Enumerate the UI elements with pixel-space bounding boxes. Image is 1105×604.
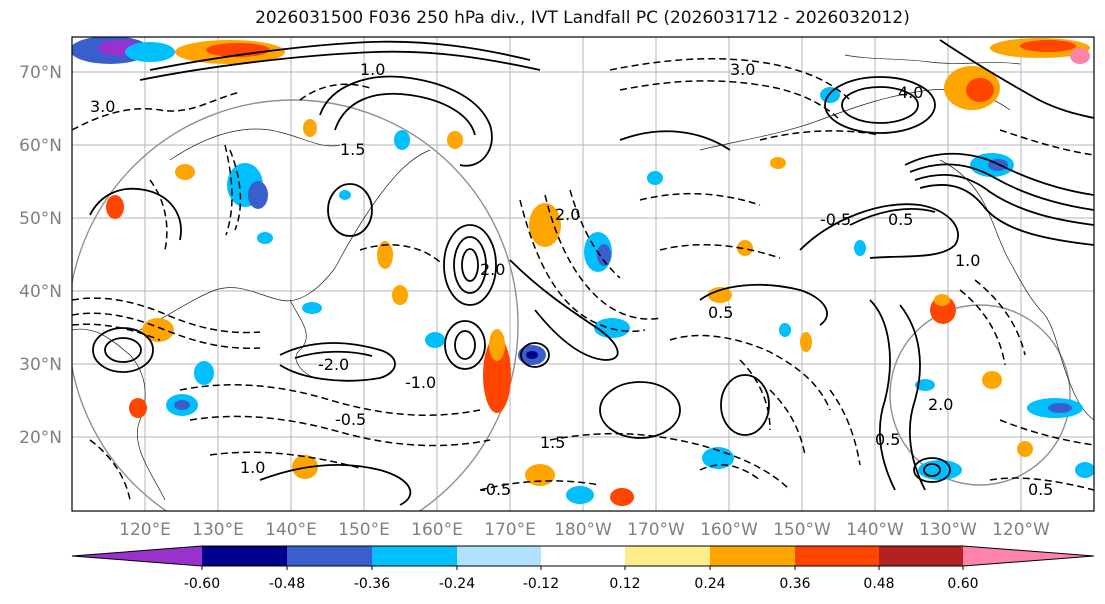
lat-label-20n: 20°N xyxy=(19,428,62,448)
lon-label: 130°W xyxy=(919,520,977,540)
contour-label: -2.0 xyxy=(318,355,349,374)
colorbar-segment xyxy=(202,546,287,566)
colorbar-tick-label: -0.48 xyxy=(269,576,305,592)
contour-label: -1.0 xyxy=(405,373,436,392)
colorbar-tick-labels: -0.60 -0.48 -0.36 -0.24 -0.12 0.12 0.24 … xyxy=(184,576,979,592)
lat-label-50n: 50°N xyxy=(19,209,62,229)
lon-label: 140°W xyxy=(846,520,904,540)
latitude-labels: 70°N 60°N 50°N 40°N 30°N 20°N xyxy=(19,63,62,448)
lat-label-30n: 30°N xyxy=(19,355,62,375)
lon-label: 120°W xyxy=(992,520,1050,540)
contour-label: 1.5 xyxy=(540,433,565,452)
solid-contours xyxy=(89,39,1094,506)
contour-label: 3.0 xyxy=(730,60,755,79)
colorbar-tick-label: 0.24 xyxy=(694,576,725,592)
contour-label: 0.5 xyxy=(708,303,733,322)
map-gridlines xyxy=(72,37,1094,511)
colorbar xyxy=(71,545,1095,567)
contour-label: 4.0 xyxy=(898,83,923,102)
colorbar-segment xyxy=(879,546,963,566)
lon-label: 160°W xyxy=(700,520,758,540)
contour-label: 1.0 xyxy=(955,251,980,270)
lon-label: 120°E xyxy=(119,520,171,540)
divergence-shading xyxy=(72,37,1094,506)
contour-labels: 3.0 1.0 2.0 4.0 0.5 1.5 -0.5 -1.0 -2.0 1… xyxy=(90,60,1053,499)
colorbar-tick-label: 0.48 xyxy=(863,576,894,592)
colorbar-segment xyxy=(795,546,879,566)
colorbar-segment xyxy=(457,546,541,566)
colorbar-tick-label: 0.12 xyxy=(609,576,640,592)
colorbar-segment xyxy=(372,546,457,566)
dashed-contours xyxy=(72,57,1094,501)
lon-label: 160°E xyxy=(411,520,463,540)
lon-label: 130°E xyxy=(192,520,244,540)
lon-label: 150°W xyxy=(773,520,831,540)
colorbar-segment xyxy=(72,546,202,566)
colorbar-tick-label: 0.36 xyxy=(779,576,810,592)
contour-label: 1.0 xyxy=(360,60,385,79)
colorbar-tick-label: -0.24 xyxy=(439,576,475,592)
lon-label: 150°E xyxy=(338,520,390,540)
lon-label: 140°E xyxy=(265,520,317,540)
map-title: 2026031500 F036 250 hPa div., IVT Landfa… xyxy=(255,8,910,28)
contour-label: 2.0 xyxy=(480,260,505,279)
coastlines xyxy=(72,54,1094,501)
colorbar-segment xyxy=(625,546,710,566)
lat-label-60n: 60°N xyxy=(19,136,62,156)
lon-label: 170°E xyxy=(484,520,536,540)
reference-circles xyxy=(72,99,1071,511)
lat-label-70n: 70°N xyxy=(19,63,62,83)
contour-label: 1.0 xyxy=(240,458,265,477)
colorbar-tick-label: 0.60 xyxy=(947,576,978,592)
contour-label: -0.5 xyxy=(480,480,511,499)
lon-label: 170°W xyxy=(627,520,685,540)
map-frame xyxy=(71,36,1095,512)
contour-label: 2.0 xyxy=(555,205,580,224)
colorbar-segment xyxy=(963,546,1094,566)
colorbar-segment xyxy=(287,546,372,566)
colorbar-segment xyxy=(710,546,795,566)
longitude-labels: 120°E 130°E 140°E 150°E 160°E 170°E 180°… xyxy=(119,520,1050,540)
lon-label: 180°W xyxy=(554,520,612,540)
colorbar-segment xyxy=(541,546,625,566)
contour-label: 0.5 xyxy=(1028,480,1053,499)
contour-label: 0.5 xyxy=(875,430,900,449)
colorbar-tick-label: -0.60 xyxy=(184,576,220,592)
contour-label: 3.0 xyxy=(90,97,115,116)
colorbar-tick-label: -0.12 xyxy=(523,576,559,592)
contour-label: -0.5 xyxy=(820,210,851,229)
contour-label: 0.5 xyxy=(888,210,913,229)
colorbar-ticks xyxy=(201,566,964,570)
contour-label: -0.5 xyxy=(335,410,366,429)
contour-label: 2.0 xyxy=(928,395,953,414)
colorbar-tick-label: -0.36 xyxy=(354,576,390,592)
contour-label: 1.5 xyxy=(340,140,365,159)
lat-label-40n: 40°N xyxy=(19,282,62,302)
